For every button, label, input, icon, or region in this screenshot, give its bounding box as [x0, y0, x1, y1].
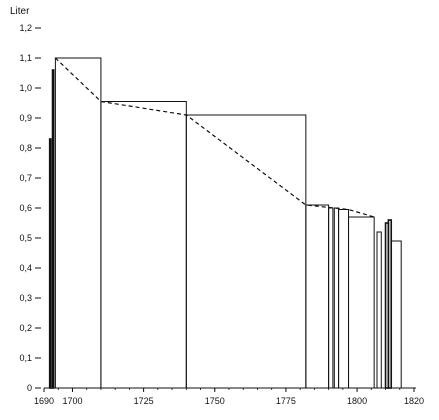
x-tick-label: 1800	[347, 396, 367, 406]
trend-polyline	[54, 57, 375, 218]
bars	[48, 57, 402, 389]
bar	[338, 209, 350, 389]
bar	[333, 207, 340, 389]
y-tick-label: 0,6	[19, 203, 32, 213]
y-tick-label: 1,0	[19, 83, 32, 93]
bar	[100, 101, 187, 389]
x-tick-label: 1690	[34, 396, 54, 406]
trend-line	[54, 57, 375, 218]
y-tick-label: 0,3	[19, 293, 32, 303]
bar	[305, 204, 330, 389]
bar	[185, 114, 307, 389]
bar	[348, 216, 375, 389]
y-axis-ticks: 0 0,1 0,2 0,3 0,4 0,5 0,6 0,7 0,8 0,9 1,0 1,1 1,2	[19, 23, 41, 393]
x-tick-label: 1700	[62, 396, 82, 406]
x-tick-label: 1750	[205, 396, 225, 406]
x-tick-label: 1775	[276, 396, 296, 406]
x-tick-label: 1725	[134, 396, 154, 406]
y-tick-label: 1,2	[19, 23, 32, 33]
x-tick-label: 1820	[404, 396, 424, 406]
y-tick-label: 0	[27, 383, 32, 393]
bar	[48, 138, 52, 389]
x-axis-ticks: 1690 1700 1725 1750 1775 1800 1820	[34, 388, 424, 406]
y-tick-label: 0,4	[19, 263, 32, 273]
bar	[54, 57, 102, 389]
y-axis-unit-label: Liter	[10, 6, 30, 17]
y-tick-label: 0,1	[19, 353, 32, 363]
bar	[390, 240, 402, 389]
y-tick-label: 0,2	[19, 323, 32, 333]
bar	[328, 207, 334, 389]
bar	[376, 231, 382, 389]
y-tick-label: 0,7	[19, 173, 32, 183]
y-tick-label: 0,5	[19, 233, 32, 243]
bar	[51, 69, 55, 389]
y-tick-label: 0,8	[19, 143, 32, 153]
y-tick-label: 0,9	[19, 113, 32, 123]
y-tick-label: 1,1	[19, 53, 32, 63]
